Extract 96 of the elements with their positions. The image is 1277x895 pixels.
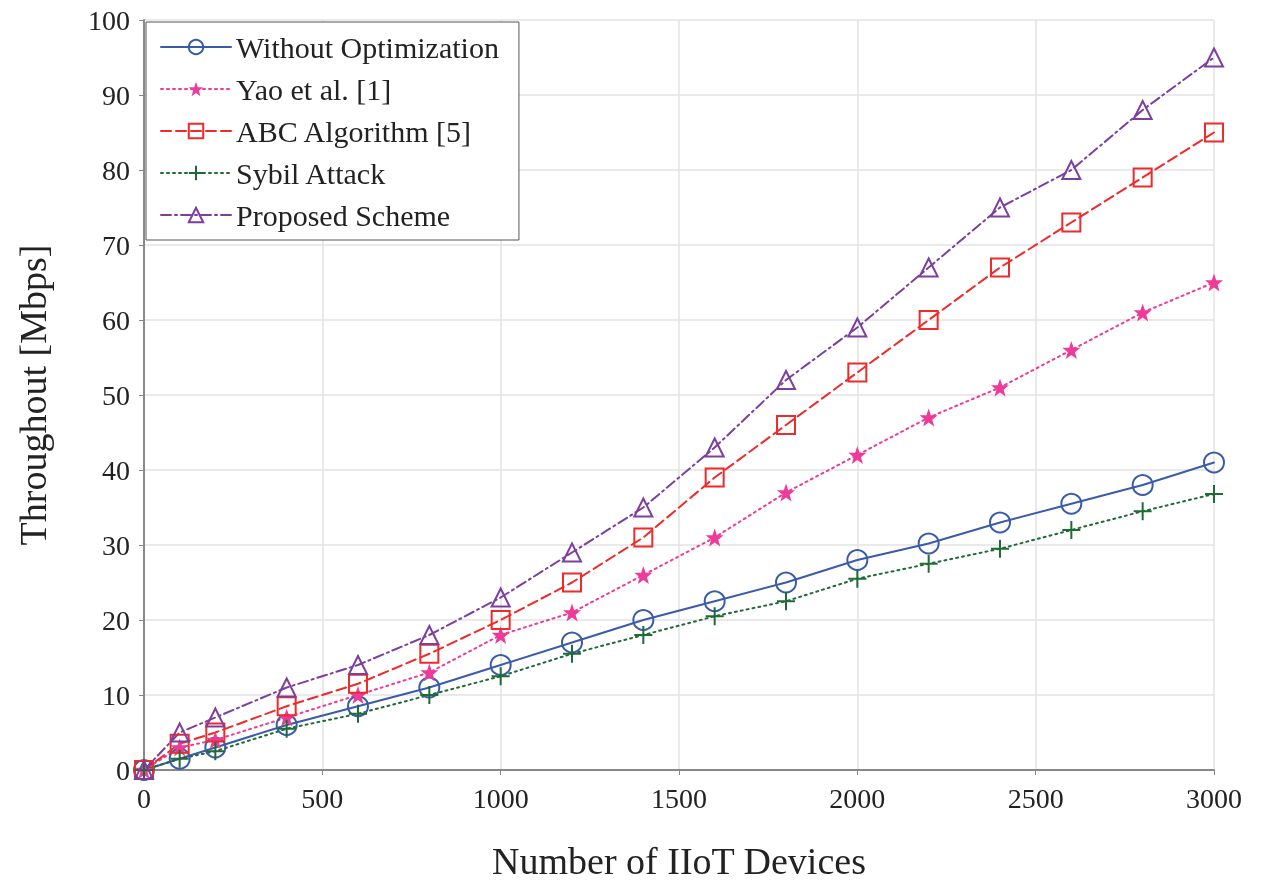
x-tick-label: 2000 [829,782,886,814]
point [205,722,226,743]
point [1132,100,1153,120]
point [169,722,190,743]
point [919,408,938,427]
point [347,695,369,718]
point [1132,501,1153,522]
point [633,527,654,548]
x-tick-label: 2500 [1007,782,1064,814]
point [917,532,940,555]
point [1203,451,1225,474]
point [777,483,795,502]
point [918,553,939,574]
point [704,467,725,488]
x-tick-label: 1000 [472,782,529,814]
point [776,415,796,435]
point [776,591,796,612]
x-axis-title: Number of IIoT Devices [492,840,866,882]
x-tick-label: 3000 [1186,782,1242,814]
point [489,654,512,676]
point [633,497,654,518]
point [990,197,1010,218]
point [491,626,510,644]
point [847,317,868,338]
y-tick-label: 50 [102,379,130,411]
point [918,310,939,330]
point [490,587,511,608]
point [704,437,725,458]
point [1061,160,1082,180]
point [776,370,796,390]
point [705,528,724,547]
point [1061,212,1082,233]
legend-label: Yao et al. [1] [236,72,392,106]
point [990,538,1010,559]
x-tick-label: 500 [301,782,344,814]
point [847,362,868,383]
point [419,643,440,664]
point [563,603,581,622]
point [1204,484,1224,504]
point [632,609,655,631]
point [1061,520,1082,540]
legend-label: Sybil Attack [236,156,386,190]
point [562,572,582,593]
point [704,606,725,627]
legend-label: Proposed Scheme [236,198,451,232]
y-axis-title: Throughout [Mbps] [12,244,54,546]
point [1204,47,1224,68]
point [634,566,653,584]
x-tick-label: 0 [137,782,151,814]
y-tick-label: 10 [102,679,130,711]
point [418,676,441,699]
point [1131,474,1154,496]
point [419,685,440,705]
point [1060,492,1083,515]
point [918,257,939,278]
point [490,610,511,630]
legend-label: ABC Algorithm [5] [236,114,472,148]
point [348,673,368,694]
point [348,655,368,675]
legend-label: Without Optimization [236,30,499,64]
point [1205,273,1223,292]
point [419,625,440,645]
point [847,568,868,589]
point [989,511,1011,534]
point [1133,303,1152,322]
y-tick-label: 0 [116,754,130,786]
point [1204,122,1224,143]
y-tick-label: 80 [102,154,130,186]
point [990,257,1010,278]
y-tick-label: 70 [102,229,130,261]
point [1062,341,1081,359]
point [1132,167,1153,188]
point [205,707,226,728]
point [991,378,1009,397]
point [848,446,867,464]
y-tick-label: 40 [102,454,130,486]
x-tick-label: 1500 [651,782,707,814]
point [562,643,582,664]
point [276,677,297,698]
point [169,733,190,754]
y-tick-label: 100 [88,4,130,36]
point [348,703,368,724]
y-tick-label: 20 [102,604,130,636]
y-tick-label: 60 [102,304,130,336]
y-tick-label: 90 [102,79,130,111]
point [633,625,654,645]
point [561,631,583,654]
point [205,741,226,762]
point [846,549,869,571]
point [490,666,511,687]
point [775,571,797,594]
point [562,542,582,563]
y-tick-label: 30 [102,529,130,561]
point [204,736,227,759]
point [420,663,439,682]
point [703,590,726,613]
